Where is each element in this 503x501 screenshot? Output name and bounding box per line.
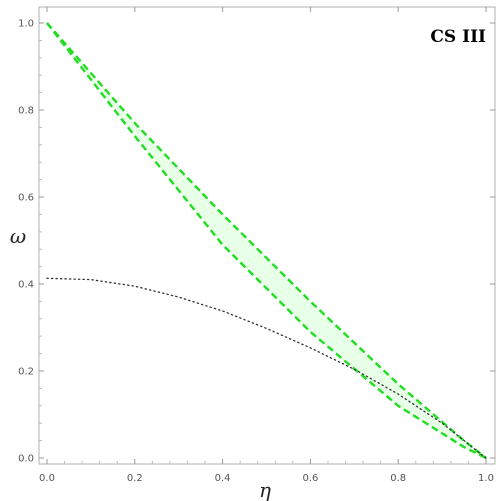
- y-tick-label: 0.8: [18, 106, 34, 117]
- y-tick-label: 0.0: [18, 454, 34, 465]
- x-tick-label: 1.0: [478, 473, 494, 484]
- x-axis-label: η: [259, 478, 271, 501]
- y-tick-label: 0.6: [18, 193, 34, 204]
- plot-frame: [38, 6, 496, 465]
- dashed-boundary-line-0: [46, 22, 487, 459]
- dotted-line-2: [46, 277, 487, 459]
- y-axis-label: ω: [10, 224, 26, 248]
- x-tick-label: 0.4: [215, 473, 231, 484]
- y-tick-label: 0.2: [18, 367, 34, 378]
- dashed-boundary-line-1: [46, 22, 487, 460]
- y-tick-label: 1.0: [18, 19, 34, 30]
- allowed-region-layer: [47, 23, 486, 458]
- x-tick-label: 0.8: [390, 473, 406, 484]
- y-tick-label: 0.4: [18, 280, 34, 291]
- x-tick-label: 0.2: [127, 473, 143, 484]
- x-tick-label: 0.0: [39, 473, 55, 484]
- x-tick-label: 0.6: [302, 473, 318, 484]
- panel-label: CS III: [430, 27, 486, 47]
- tick-layer: 0.0 0.2 0.4 0.6 0.8 1.0 0.0 0.2 0.4 0.6 0.8 1.0: [18, 7, 495, 484]
- allowed-region: [47, 23, 486, 458]
- series-layer: [46, 22, 487, 460]
